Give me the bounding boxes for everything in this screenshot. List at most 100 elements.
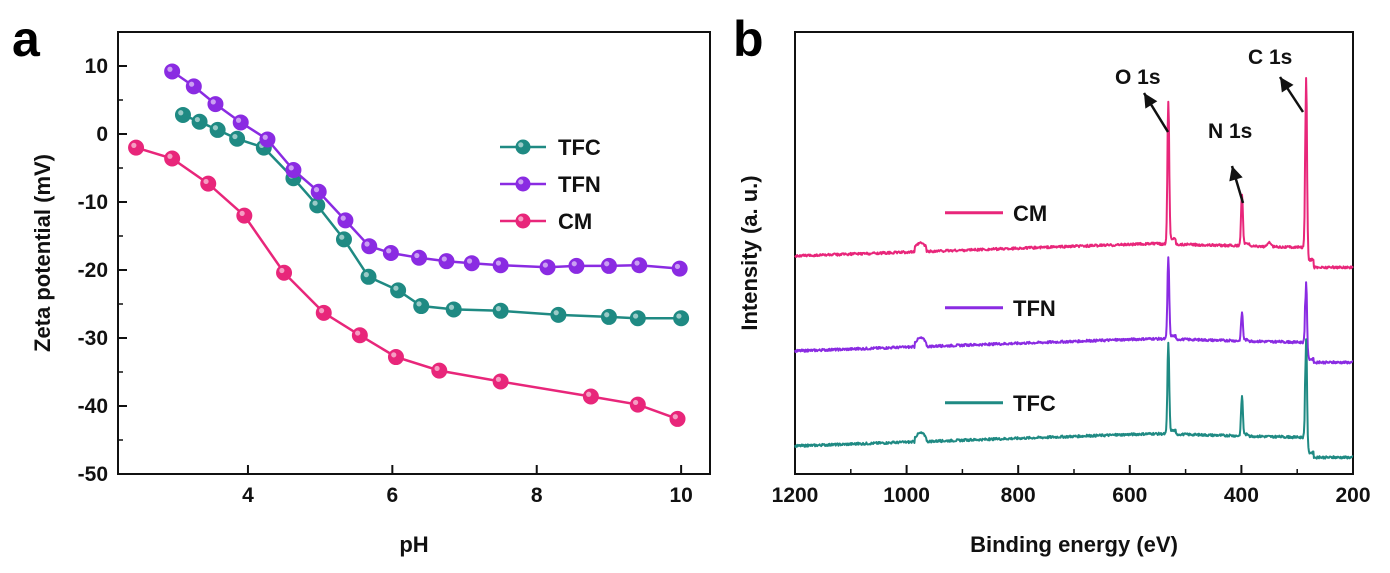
- data-point-highlight: [288, 165, 294, 171]
- series-group-b: [794, 77, 1354, 460]
- data-point-cm: [164, 150, 181, 167]
- data-point-highlight: [604, 261, 610, 267]
- axis-ticks-a: 4 6 8 10 10 0 -10 -20 -30 -40 -50: [78, 31, 693, 507]
- data-point-tfc: [629, 310, 646, 327]
- x-tick-label-a: 4: [242, 484, 254, 507]
- data-point-tfn: [568, 257, 585, 274]
- data-point-highlight: [131, 142, 137, 148]
- data-point-highlight: [167, 66, 173, 72]
- spectrum-cm: [794, 77, 1354, 270]
- spectrum-line-tfn: [794, 256, 1354, 365]
- data-point-highlight: [553, 310, 559, 316]
- data-point-tfc: [413, 298, 430, 315]
- data-point-highlight: [239, 210, 245, 216]
- data-point-tfn: [337, 212, 354, 229]
- legend-marker-cm: [515, 213, 531, 229]
- data-point-highlight: [414, 252, 420, 259]
- legend-marker-highlight: [518, 179, 524, 185]
- y-tick-label-a: -20: [78, 259, 108, 282]
- data-point-tfc: [191, 113, 208, 130]
- data-point-highlight: [340, 215, 346, 221]
- legend-label-tfn: TFN: [1013, 296, 1056, 321]
- legend-label-cm: CM: [1013, 201, 1047, 226]
- panel-letter-b: b: [733, 11, 764, 67]
- data-point-cm: [431, 362, 448, 379]
- data-point-tfn: [361, 238, 378, 255]
- data-point-highlight: [634, 260, 640, 266]
- data-point-tfn: [382, 245, 399, 261]
- data-point-highlight: [633, 313, 639, 319]
- data-point-highlight: [212, 125, 219, 131]
- legend-marker-tfc: [515, 139, 531, 155]
- data-point-highlight: [312, 200, 318, 206]
- data-point-highlight: [604, 312, 610, 318]
- legend-label-cm: CM: [558, 209, 592, 234]
- peak-arrow-head: [1280, 77, 1294, 93]
- data-point-tfc: [229, 130, 246, 147]
- data-point-tfn: [411, 249, 428, 266]
- x-tick-label-b: 200: [1335, 484, 1370, 507]
- x-tick-label-b: 800: [1001, 484, 1036, 507]
- data-point-tfc: [309, 197, 326, 214]
- data-point-tfn: [232, 114, 249, 131]
- data-point-tfn: [671, 260, 688, 277]
- x-axis-label-b: Binding energy (eV): [970, 532, 1178, 557]
- y-tick-label-a: -50: [78, 463, 108, 486]
- legend-marker-highlight: [518, 216, 524, 222]
- peak-label: C 1s: [1248, 46, 1292, 69]
- x-tick-label-b: 600: [1112, 484, 1147, 507]
- axis-ticks-b: 1200 1000 800 600 400 200: [772, 465, 1371, 507]
- data-point-tfn: [259, 131, 276, 148]
- data-point-highlight: [232, 133, 238, 140]
- data-point-highlight: [178, 110, 184, 116]
- x-tick-label-a: 10: [669, 484, 692, 507]
- data-point-highlight: [633, 399, 639, 406]
- y-axis-label-b: Intensity (a. u.): [737, 175, 762, 330]
- data-point-tfc: [335, 231, 352, 248]
- data-point-tfc: [673, 310, 690, 327]
- plot-frame-a: [117, 31, 711, 475]
- data-point-tfc: [390, 282, 407, 299]
- data-point-highlight: [235, 117, 242, 123]
- data-point-highlight: [363, 272, 369, 278]
- data-point-highlight: [262, 134, 268, 140]
- series-group-a: [128, 63, 690, 427]
- peak-arrow-head: [1229, 166, 1243, 182]
- data-point-highlight: [586, 391, 592, 397]
- data-point-cm: [582, 388, 599, 405]
- data-point-highlight: [313, 187, 320, 193]
- data-point-highlight: [542, 262, 548, 268]
- panel-letter-a: a: [12, 11, 41, 67]
- data-point-highlight: [393, 285, 399, 291]
- data-point-tfn: [539, 259, 556, 276]
- data-point-tfc: [445, 301, 462, 318]
- data-point-cm: [387, 349, 404, 366]
- data-point-tfn: [463, 255, 480, 272]
- data-point-cm: [629, 396, 646, 413]
- data-point-highlight: [203, 178, 209, 185]
- data-point-highlight: [364, 241, 370, 247]
- data-point-cm: [128, 139, 145, 156]
- legend-marker-highlight: [518, 142, 524, 148]
- data-point-cm: [669, 410, 686, 427]
- y-tick-label-a: -40: [78, 395, 108, 418]
- data-point-highlight: [674, 263, 681, 270]
- data-point-cm: [492, 373, 509, 390]
- data-point-highlight: [441, 256, 447, 262]
- data-point-tfn: [207, 96, 224, 113]
- data-point-tfc: [209, 121, 226, 138]
- legend-b: CM TFN TFC: [945, 201, 1056, 416]
- data-point-tfn: [492, 257, 509, 274]
- y-tick-label-a: 0: [96, 123, 108, 146]
- data-point-cm: [200, 175, 217, 192]
- data-point-highlight: [210, 99, 216, 105]
- x-axis-label-a: pH: [399, 532, 428, 557]
- y-tick-label-a: -10: [78, 191, 108, 214]
- x-tick-label-b: 1200: [772, 484, 819, 507]
- series-cm: [128, 139, 686, 427]
- series-tfn: [164, 63, 688, 277]
- data-point-highlight: [495, 306, 502, 312]
- data-point-cm: [351, 327, 368, 344]
- legend-label-tfn: TFN: [558, 172, 601, 197]
